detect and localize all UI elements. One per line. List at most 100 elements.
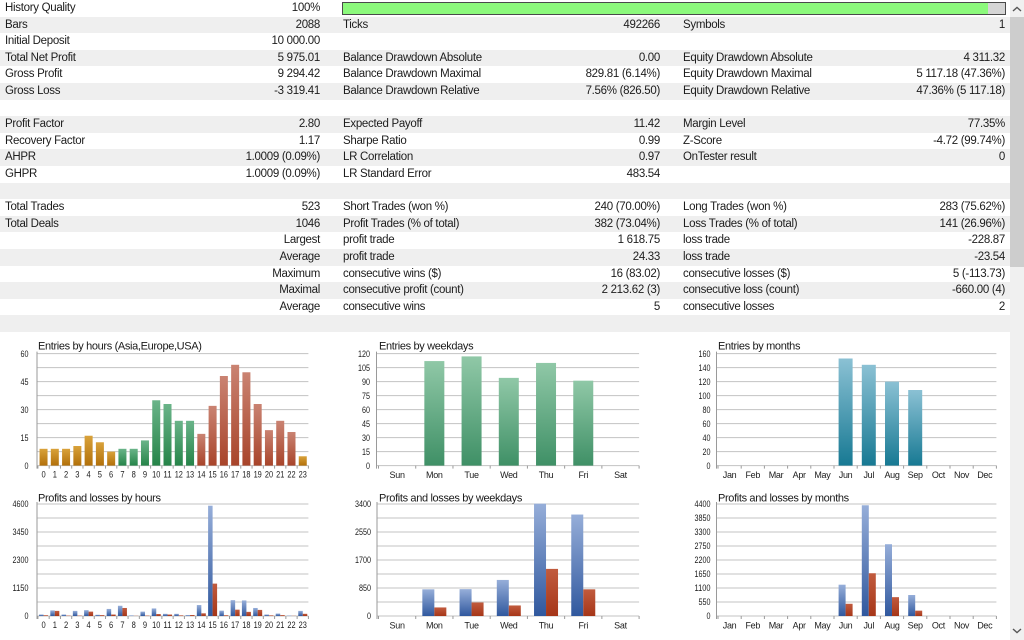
svg-text:100: 100 [699,391,711,401]
svg-text:120: 120 [699,377,711,387]
svg-text:4: 4 [87,620,91,630]
svg-text:4400: 4400 [695,499,711,509]
svg-text:1650: 1650 [695,569,711,579]
svg-text:Jan: Jan [723,621,737,631]
svg-text:15: 15 [362,447,370,457]
svg-text:Dec: Dec [977,621,993,631]
svg-text:7: 7 [120,620,124,630]
svg-text:Entries by hours (Asia,Europe,: Entries by hours (Asia,Europe,USA) [38,341,202,353]
svg-text:Tue: Tue [464,470,479,480]
svg-text:30: 30 [21,405,29,415]
svg-text:Aug: Aug [884,621,899,631]
svg-text:Jun: Jun [839,621,853,631]
svg-text:14: 14 [197,620,205,630]
svg-text:22: 22 [287,470,295,480]
svg-text:Thu: Thu [539,470,554,480]
svg-text:30: 30 [362,433,370,443]
svg-text:23: 23 [299,470,307,480]
svg-text:15: 15 [21,433,29,443]
svg-text:12: 12 [175,620,183,630]
svg-text:12: 12 [175,470,183,480]
svg-text:550: 550 [699,597,711,607]
svg-text:20: 20 [703,447,711,457]
svg-text:160: 160 [699,349,711,359]
svg-text:60: 60 [21,349,29,359]
svg-text:75: 75 [362,391,370,401]
svg-text:45: 45 [21,377,29,387]
svg-text:Tue: Tue [464,621,479,631]
svg-text:11: 11 [163,470,171,480]
svg-text:4: 4 [87,470,91,480]
svg-text:3300: 3300 [695,527,711,537]
svg-text:16: 16 [220,620,228,630]
svg-text:1: 1 [53,470,57,480]
svg-text:Oct: Oct [932,470,946,480]
svg-text:Feb: Feb [745,470,760,480]
svg-text:20: 20 [265,620,273,630]
svg-text:Sep: Sep [908,621,923,631]
svg-text:Jan: Jan [723,470,737,480]
svg-text:140: 140 [699,363,711,373]
svg-text:Sun: Sun [390,470,405,480]
svg-text:Entries by weekdays: Entries by weekdays [379,341,474,353]
svg-text:Jul: Jul [863,621,874,631]
svg-text:1100: 1100 [695,583,711,593]
svg-text:6: 6 [109,470,113,480]
svg-text:80: 80 [703,405,711,415]
svg-text:13: 13 [186,470,194,480]
svg-text:0: 0 [25,611,29,621]
svg-text:13: 13 [186,620,194,630]
svg-text:60: 60 [703,419,711,429]
svg-text:14: 14 [197,470,205,480]
svg-text:0: 0 [707,461,711,471]
svg-text:Wed: Wed [500,470,518,480]
svg-text:850: 850 [359,583,371,593]
svg-text:15: 15 [209,470,217,480]
svg-text:21: 21 [276,620,284,630]
svg-text:18: 18 [242,470,250,480]
svg-text:3400: 3400 [355,499,371,509]
svg-text:2: 2 [64,620,68,630]
svg-text:Fri: Fri [578,621,588,631]
svg-text:20: 20 [265,470,273,480]
svg-text:105: 105 [358,363,370,373]
svg-text:2750: 2750 [695,541,711,551]
svg-text:Feb: Feb [745,621,760,631]
svg-text:May: May [814,470,831,480]
svg-text:1: 1 [53,620,57,630]
svg-text:10: 10 [152,620,160,630]
svg-text:Profits and losses by hours: Profits and losses by hours [38,493,161,505]
svg-text:3850: 3850 [695,513,711,523]
svg-text:Apr: Apr [793,621,806,631]
svg-text:90: 90 [362,377,370,387]
svg-text:17: 17 [231,620,239,630]
svg-text:16: 16 [220,470,228,480]
svg-text:5: 5 [98,470,102,480]
svg-text:19: 19 [254,620,262,630]
svg-text:45: 45 [362,419,370,429]
svg-text:Jul: Jul [863,470,874,480]
svg-text:2300: 2300 [13,555,29,565]
svg-text:Nov: Nov [954,470,970,480]
svg-text:Thu: Thu [539,621,554,631]
svg-text:0: 0 [707,611,711,621]
svg-text:Dec: Dec [977,470,993,480]
svg-text:Jun: Jun [839,470,853,480]
svg-text:120: 120 [358,349,370,359]
svg-text:May: May [814,621,831,631]
svg-text:3: 3 [75,470,79,480]
svg-text:Sun: Sun [390,621,405,631]
svg-text:17: 17 [231,470,239,480]
svg-text:18: 18 [242,620,250,630]
svg-text:Mar: Mar [769,621,784,631]
svg-text:19: 19 [254,470,262,480]
svg-text:6: 6 [109,620,113,630]
svg-text:1700: 1700 [355,555,371,565]
svg-text:0: 0 [367,611,371,621]
svg-text:Wed: Wed [500,621,518,631]
svg-text:10: 10 [152,470,160,480]
svg-text:11: 11 [163,620,171,630]
svg-text:9: 9 [143,620,147,630]
svg-text:Apr: Apr [793,470,806,480]
svg-text:Sat: Sat [614,470,627,480]
